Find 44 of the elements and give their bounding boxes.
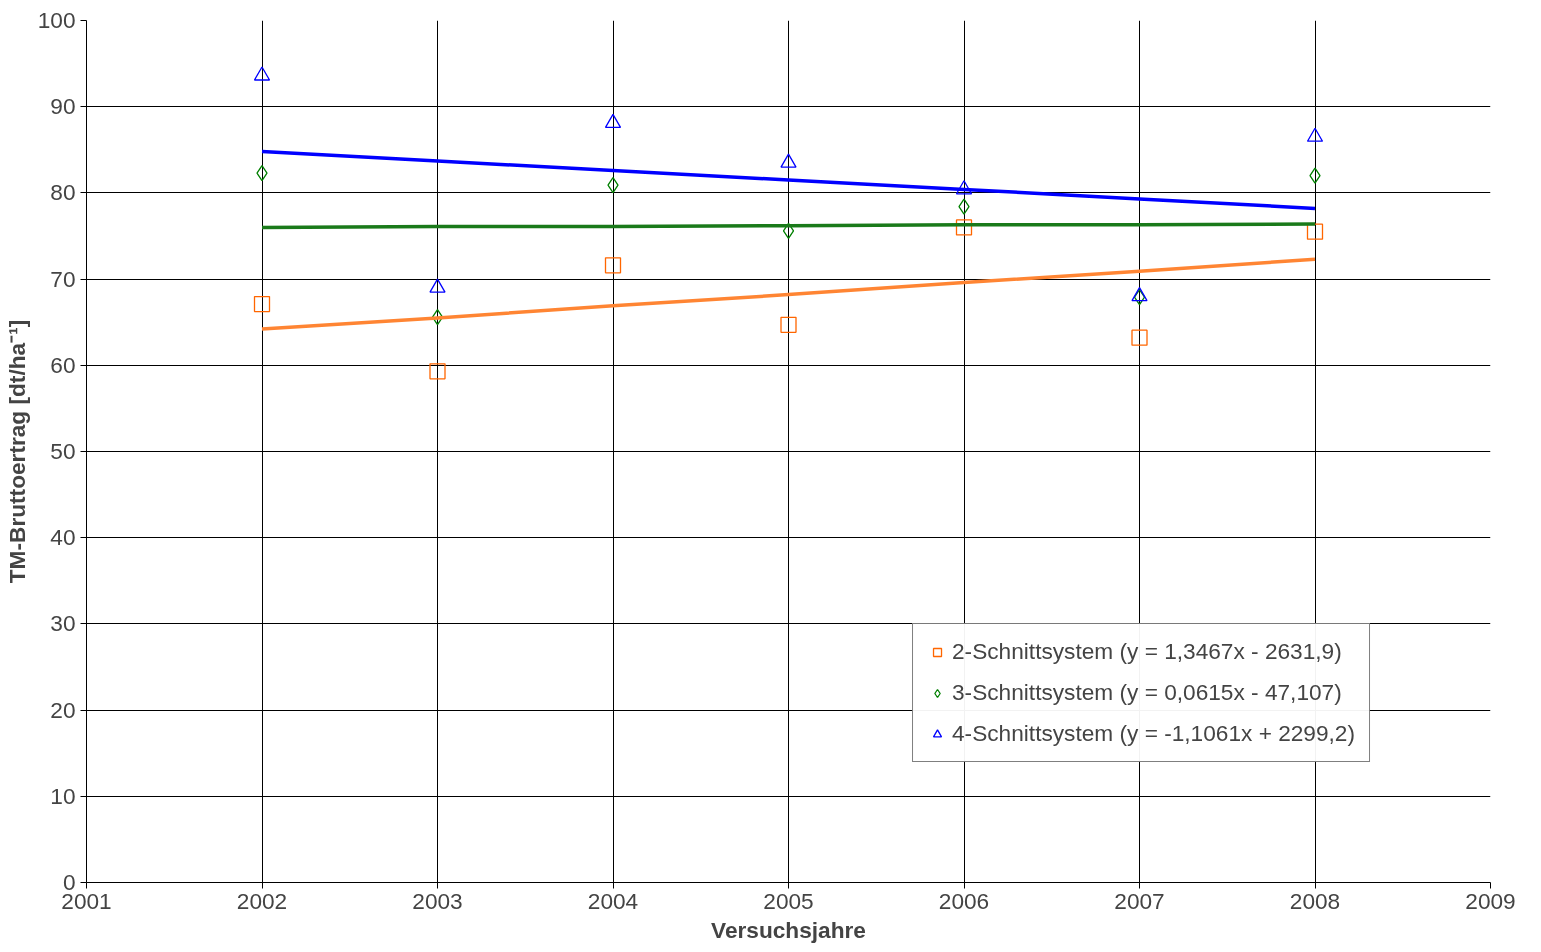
line-series xyxy=(260,149,1317,211)
y-tick-label: 60 xyxy=(50,351,76,378)
x-tick-label: 2007 xyxy=(1114,887,1165,914)
y-tick-label: 50 xyxy=(50,438,76,464)
x-tick-label: 2002 xyxy=(236,887,288,914)
point xyxy=(253,295,271,313)
x-tick-label: 2008 xyxy=(1289,887,1341,914)
x-tick-label: 2006 xyxy=(938,887,990,914)
point xyxy=(253,66,271,81)
y-tick-label: 80 xyxy=(50,179,76,206)
point xyxy=(431,308,444,326)
point xyxy=(955,180,973,195)
y-tick-label: 30 xyxy=(50,610,76,637)
x-tick-label: 2003 xyxy=(412,887,463,914)
y-axis-title: TM-Bruttoertrag [dt/ha⁻¹] xyxy=(3,319,30,584)
y-tick-label: 100 xyxy=(37,7,76,33)
legend-label: 3-Schnittsystem (y = 0,0615x - 47,107) xyxy=(952,679,1342,706)
point xyxy=(1306,223,1324,240)
point xyxy=(604,257,622,274)
x-tick-label: 2004 xyxy=(587,887,639,914)
x-tick-label: 2005 xyxy=(763,887,814,914)
point xyxy=(1306,127,1324,142)
point xyxy=(429,363,446,380)
y-tick-label: 40 xyxy=(50,524,76,551)
point xyxy=(1131,287,1148,302)
point xyxy=(780,316,797,333)
legend-label: 4-Schnittsystem (y = -1,1061x + 2299,2) xyxy=(952,720,1355,747)
point xyxy=(958,198,970,215)
line-series xyxy=(260,257,1317,331)
y-tick-label: 90 xyxy=(50,93,76,120)
point xyxy=(429,278,446,293)
y-tick-label: 70 xyxy=(50,265,76,292)
legend-label: 2-Schnittsystem (y = 1,3467x - 2631,9) xyxy=(952,638,1342,665)
point xyxy=(782,222,795,239)
y-tick-label: 20 xyxy=(50,696,76,723)
x-tick-label: 2009 xyxy=(1465,887,1516,914)
point xyxy=(1133,289,1146,306)
x-axis-title: Versuchsjahre xyxy=(711,916,866,943)
y-tick-label: 10 xyxy=(50,782,76,809)
point xyxy=(955,219,973,236)
point xyxy=(604,113,622,129)
point xyxy=(1131,329,1148,346)
point xyxy=(780,153,797,168)
point xyxy=(1309,167,1321,184)
